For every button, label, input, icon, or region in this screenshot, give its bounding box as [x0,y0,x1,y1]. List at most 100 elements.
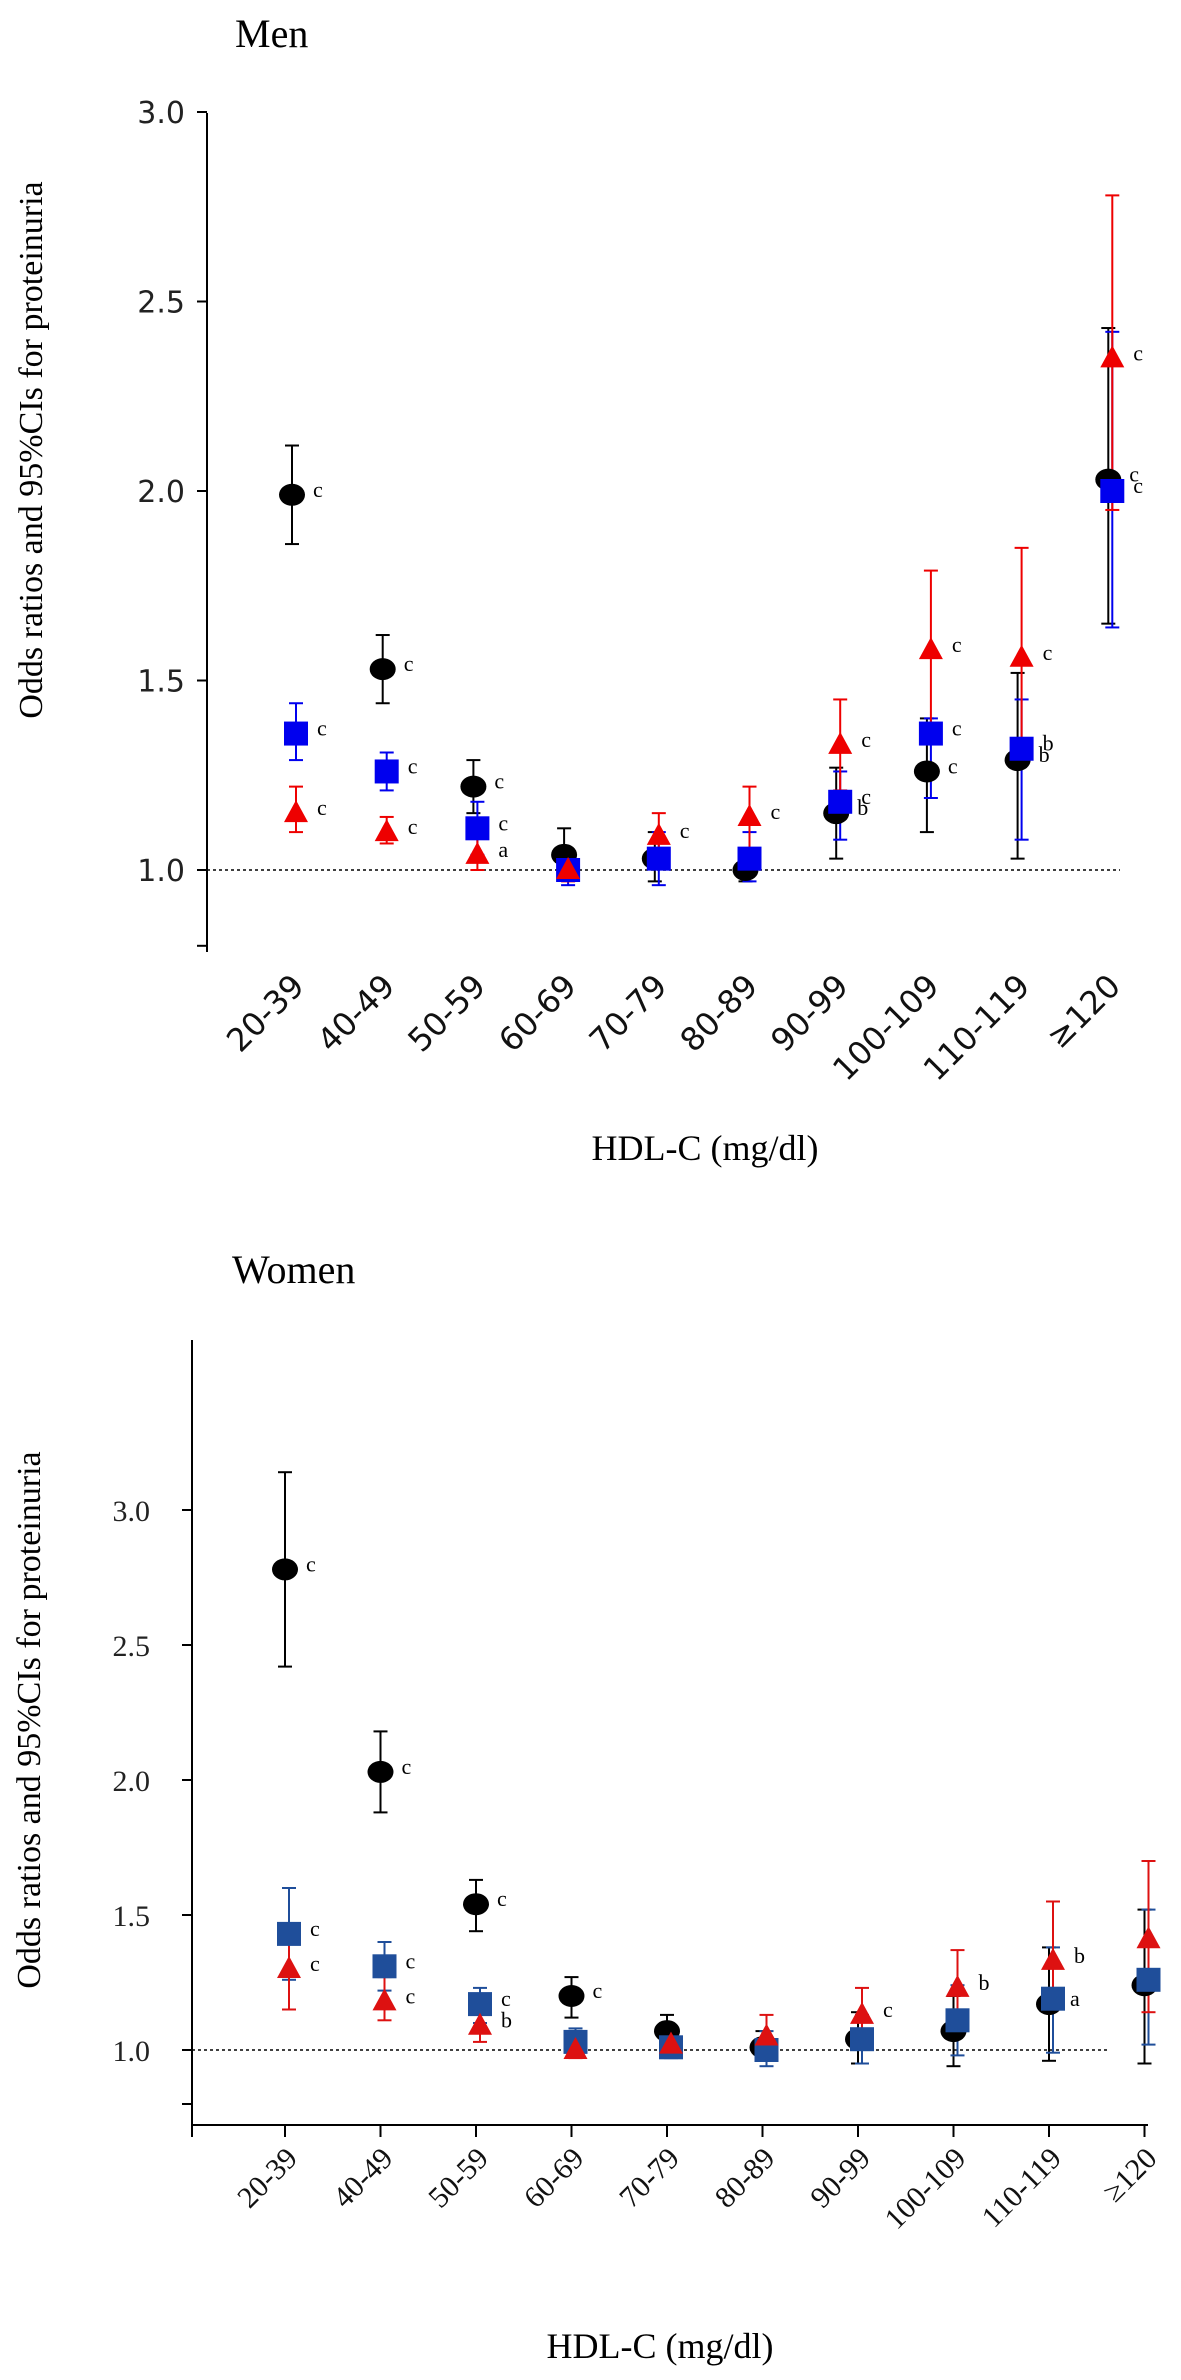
panel2-triangle-point [945,1974,970,1997]
panel1-x-tick-label: 20-39 [219,967,312,1060]
panel2-triangle-point [1136,1926,1161,1949]
panel2-x-tick-label: ≥120 [1097,2142,1164,2209]
panel1-triangle-point [1100,345,1125,368]
panel2-x-tick-label: 70-79 [613,2142,686,2215]
panel1-circle-significance-label: b [1039,742,1050,767]
panel1-square-significance-label: c [408,753,418,778]
panel2-square-point [850,2027,874,2052]
panel1-square-point [828,789,853,814]
panel1-y-tick-label: 1.0 [137,854,185,889]
panel1-triangle-significance-label: c [952,632,962,657]
panel2-x-tick-label: 20-39 [231,2142,304,2215]
panel1-chart-title: Men [235,11,308,56]
panel1-y-tick-label: 3.0 [137,96,185,131]
panel2-triangle-point [850,2001,874,2024]
panel2-circle-point [367,1760,394,1783]
panel1-triangle-significance-label: a [498,837,508,862]
panel2-circle-significance-label: c [593,1978,603,2003]
panel1-triangle-point [465,841,490,864]
panel1-square-significance-label: b [1043,731,1054,756]
panel1-triangle-significance-label: c [1133,340,1143,365]
panel2-circle-point [463,1893,489,1916]
panel1-triangle-point [1009,644,1034,667]
panel1-y-tick-label: 2.5 [137,286,185,321]
panel1-square-point [918,721,943,746]
panel2-triangle-significance-label: b [501,2008,512,2033]
panel1-x-tick-label: 60-69 [491,967,584,1060]
panel2-triangle-point [754,2023,779,2046]
panel1-square-significance-label: c [317,716,327,741]
panel1-x-axis-label: HDL-C (mg/dl) [592,1128,819,1168]
panel2-x-tick-label: 40-49 [327,2142,400,2215]
panel1-circle-significance-label: c [1129,462,1139,487]
panel1-triangle-point [918,637,943,660]
panel1-square-point [374,759,399,784]
panel1-square-significance-label: c [1133,473,1143,498]
panel1-circle-point [369,658,396,681]
panel2-x-tick-label: 80-89 [709,2142,782,2215]
panel2-triangle-point [468,2012,492,2035]
panel1-y-tick-label: 1.5 [137,665,185,700]
panel2-square-significance-label: c [406,1948,416,1973]
panel1-circle-point [279,483,305,506]
panel2-triangle-point [1041,1947,1065,1970]
panel2-triangle-significance-label: b [1074,1943,1085,1968]
panel2-x-tick-label: 50-59 [422,2142,495,2215]
panel2-circle-significance-label: a [1070,1986,1080,2011]
panel1-circle-point [460,775,487,798]
panel1-y-axis-label: Odds ratios and 95%CIs for proteinuria [13,181,50,718]
panel1-triangle-significance-label: c [771,799,781,824]
panel1-triangle-significance-label: c [408,814,418,839]
panel2-x-tick-label: 60-69 [518,2142,591,2215]
panel2-y-tick-label: 1.5 [113,1900,151,1933]
panel2-triangle-point [659,2031,683,2054]
panel2-y-tick-label: 3.0 [113,1495,151,1528]
panel1-triangle-point [284,800,308,823]
panel2-triangle-significance-label: b [979,1970,990,1995]
panel2-square-significance-label: c [501,1986,511,2011]
panel2-circle-point [558,1985,585,2007]
panel1-triangle-point [646,822,671,845]
panel1-circle-significance-label: c [404,651,414,676]
panel1-square-significance-label: c [861,784,871,809]
panel1-square-significance-label: c [952,716,962,741]
panel1-square-point [646,846,671,871]
panel2-circle-significance-label: c [306,1551,316,1576]
panel1-y-tick-label: 2.0 [137,475,185,510]
panel2-triangle-point [563,2037,588,2059]
panel2-chart-title: Women [232,1247,355,1292]
panel1-circle-significance-label: c [948,753,958,778]
panel2-square-point [468,1992,492,2017]
panel1-x-tick-label: 50-59 [400,967,493,1060]
panel1-triangle-point [374,819,399,842]
panel1-circle-significance-label: b [857,795,868,820]
panel2-square-point [277,1921,301,1946]
panel1-square-significance-label: c [498,810,508,835]
panel2-triangle-significance-label: c [883,1997,893,2022]
panel1-square-point [737,846,762,871]
panel1-triangle-point [556,857,581,879]
panel1-circle-significance-label: c [494,769,504,794]
panel2-circle-significance-label: c [497,1886,507,1911]
panel2-circle-significance-label: c [402,1754,412,1779]
panel2-square-point [372,1954,397,1979]
panel1-triangle-point [737,803,762,826]
panel1-circle-significance-label: c [313,477,323,502]
panel2-square-point [1041,1986,1065,2011]
panel1-triangle-point [828,731,853,754]
panel1-square-point [284,721,308,746]
panel2-y-axis-label: Odds ratios and 95%CIs for proteinuria [11,1451,48,1988]
panel1-triangle-significance-label: c [861,727,871,752]
panel2-y-tick-label: 2.0 [113,1765,151,1798]
panel2-triangle-point [372,1988,397,2011]
panel1-triangle-significance-label: c [317,795,327,820]
panel2-triangle-significance-label: c [310,1951,320,1976]
panel1-square-point [1100,479,1125,503]
panel2-x-tick-label: 90-99 [804,2142,877,2215]
panel2-x-tick-label: 110-119 [975,2142,1067,2234]
panel2-square-significance-label: c [310,1916,320,1941]
panel1-x-tick-label: 80-89 [673,967,766,1060]
panel2-triangle-significance-label: c [406,1983,416,2008]
panel1-circle-point [913,760,940,783]
